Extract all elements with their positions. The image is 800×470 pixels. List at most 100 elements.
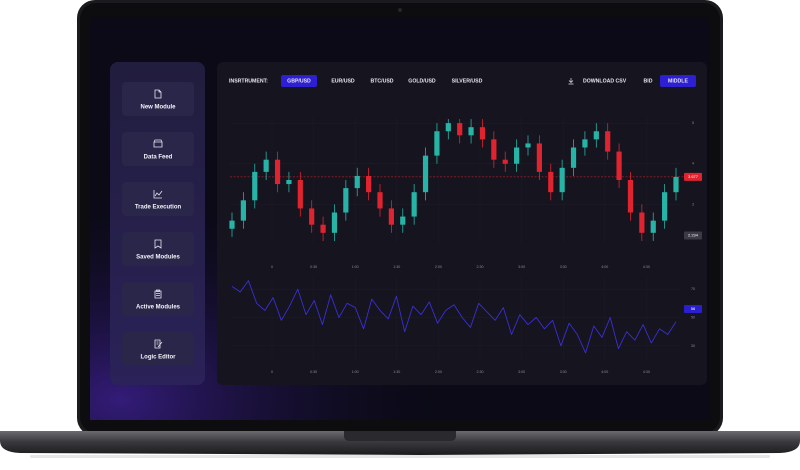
x-tick-label: 2:00 [435, 370, 442, 374]
candle-body [274, 159, 281, 185]
candle-body [514, 147, 520, 164]
candle-body [388, 208, 394, 225]
x-tick-label: 4:00 [601, 370, 608, 374]
candle-body [673, 176, 679, 193]
candle-body [422, 155, 429, 193]
camera [398, 8, 402, 12]
sidebar-items: New Module Data Feed Trade Execution Saved … [122, 82, 194, 366]
sidebar-button-bg[interactable] [122, 282, 194, 316]
candle-body [491, 139, 497, 160]
toolbar: GBP/USD EUR/USD BTC/USD GOLD/USD SILVER/USD B… [281, 75, 696, 87]
x-tick-label: 1:30 [393, 370, 400, 374]
sidebar-button[interactable]: Logic Editor [122, 332, 194, 366]
candle-body [570, 147, 577, 168]
sidebar-label[interactable]: Logic Editor [141, 355, 177, 361]
instrument-tab[interactable]: EUR/USD [331, 78, 355, 84]
candle-body [411, 192, 417, 217]
base-shadow [30, 455, 770, 458]
x-tick-label: 1:30 [393, 265, 400, 269]
y-tick-label: 30 [691, 344, 695, 348]
x-tick-label: 3:30 [560, 265, 567, 269]
candle-body [593, 131, 599, 140]
candle-body [229, 220, 235, 229]
y-tick-label: 50 [691, 315, 695, 319]
candle-body [479, 127, 486, 140]
sidebar-button-bg[interactable] [122, 82, 194, 116]
sidebar-label[interactable]: Saved Modules [136, 255, 180, 261]
sidebar-button[interactable]: New Module [122, 82, 194, 116]
price-marker-label: 56 [691, 306, 696, 311]
price-marker [684, 305, 702, 313]
download-label[interactable]: DOWNLOAD CSV [583, 78, 627, 84]
candle-body [548, 171, 554, 193]
y-tick-label: 4 [692, 162, 694, 166]
candle-body [286, 180, 292, 185]
sidebar-label[interactable]: Data Feed [144, 155, 173, 161]
instrument-tab-active-bg[interactable] [281, 75, 317, 87]
sidebar-label[interactable]: Trade Execution [135, 205, 182, 211]
sidebar-label[interactable]: Active Modules [136, 305, 181, 311]
candle-body [366, 175, 372, 193]
instrument-tab[interactable]: GOLD/USD [408, 78, 436, 84]
sidebar-button[interactable]: Saved Modules [122, 232, 194, 266]
download-button[interactable]: DOWNLOAD CSV [568, 78, 627, 85]
candle-body [445, 123, 451, 132]
hinge-notch [344, 431, 456, 441]
instrument-tab[interactable]: BTC/USD [370, 78, 393, 84]
instrument-tab[interactable]: GBP/USD [287, 78, 311, 84]
candle-body [639, 212, 645, 233]
instrument-tab[interactable]: SILVER/USD [452, 78, 483, 84]
x-tick-label: 0:30 [310, 370, 317, 374]
x-tick-label: 4:30 [643, 265, 650, 269]
candle-body [605, 131, 611, 152]
y-tick-label: 70 [691, 287, 695, 291]
candle-body [354, 175, 360, 189]
candle-body [616, 151, 622, 180]
candle-body [457, 123, 463, 136]
sidebar-icon [154, 239, 162, 249]
x-tick-label: 0:30 [310, 265, 317, 269]
oscillator-line [231, 280, 677, 354]
candle-body [252, 171, 258, 201]
price-marker-label: 2.234 [688, 233, 699, 238]
sidebar-button-bg[interactable] [122, 232, 194, 266]
x-tick-label: 3:00 [518, 265, 525, 269]
x-tick-label: 2:00 [435, 265, 442, 269]
candle-body [320, 224, 326, 233]
candle-body [662, 192, 668, 221]
sidebar-button-bg[interactable] [122, 132, 194, 166]
candle-body [650, 220, 656, 233]
sidebar-button[interactable]: Trade Execution [122, 182, 194, 216]
candle-body [468, 127, 474, 136]
sidebar-icon [154, 339, 163, 349]
candle-body [331, 212, 338, 233]
candle-body [263, 159, 269, 172]
x-tick-label: 4:30 [643, 370, 650, 374]
candle-body [525, 143, 531, 148]
mode-button[interactable]: MIDDLE [668, 78, 688, 84]
y-tick-label: 5 [692, 121, 694, 125]
candle-body [297, 180, 303, 209]
candle-body [502, 159, 508, 164]
sidebar-icon [153, 190, 163, 199]
sidebar-button[interactable]: Data Feed [122, 132, 194, 166]
x-tick-label: 2:30 [477, 370, 484, 374]
mode-button-active-bg[interactable] [660, 75, 696, 87]
download-icon [568, 78, 574, 85]
main-panel [217, 62, 707, 385]
sidebar-icon [153, 139, 163, 148]
candle-body [343, 188, 349, 213]
candle-body [582, 139, 588, 148]
sidebar-button[interactable]: Active Modules [122, 282, 194, 316]
sidebar-button-bg[interactable] [122, 182, 194, 216]
sidebar-button-bg[interactable] [122, 332, 194, 366]
x-tick-label: 4:00 [601, 265, 608, 269]
candle-body [627, 180, 634, 213]
sidebar-label[interactable]: New Module [140, 105, 176, 111]
x-tick-label: 2:30 [477, 265, 484, 269]
candle-body [309, 208, 315, 225]
mode-button[interactable]: BID [644, 78, 653, 84]
x-tick-label: 1:00 [352, 265, 359, 269]
